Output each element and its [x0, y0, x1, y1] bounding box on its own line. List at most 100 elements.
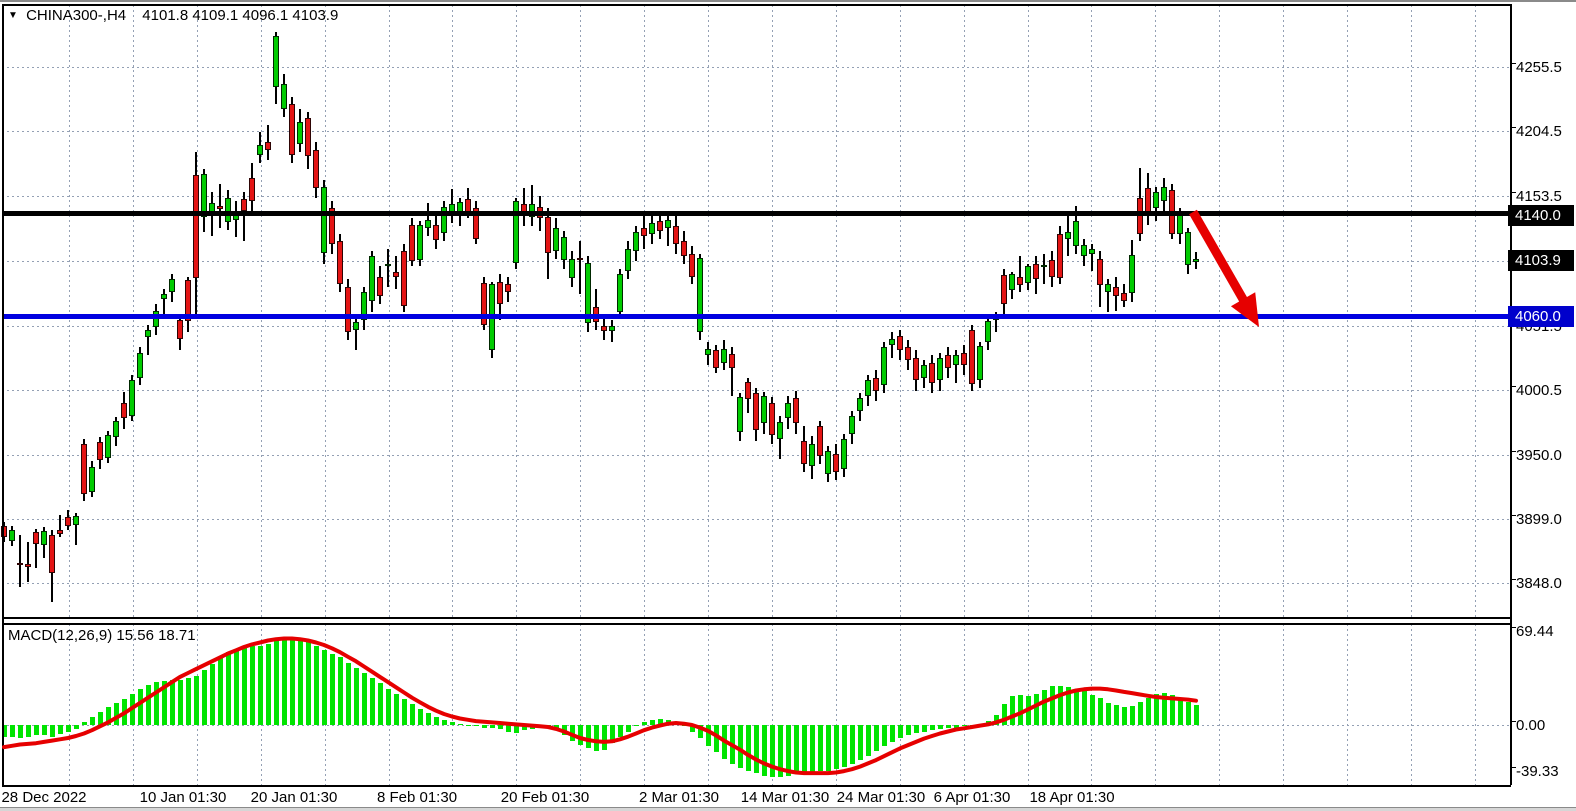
macd-histogram-bar: [1177, 697, 1183, 725]
vertical-gridline: [1027, 5, 1029, 617]
macd-histogram-bar: [441, 719, 447, 725]
candle-body-bear: [945, 355, 951, 368]
candle-wick: [1019, 256, 1021, 292]
macd-axis-tick: [1511, 626, 1516, 628]
vertical-gridline: [452, 5, 454, 617]
macd-histogram-bar: [625, 725, 631, 732]
candle-body-bull: [649, 223, 655, 234]
macd-histogram-bar: [769, 725, 775, 777]
vertical-gridline: [580, 624, 582, 785]
candle-body-bull: [569, 258, 575, 278]
macd-histogram-bar: [833, 725, 839, 770]
candle-body-bear: [1097, 258, 1103, 286]
macd-histogram-bar: [217, 657, 223, 725]
candle-body-bear: [681, 241, 687, 257]
candle-body-bull: [385, 263, 391, 267]
candle-body-bull: [281, 84, 287, 110]
vertical-gridline: [516, 5, 518, 617]
resistance-line-4140[interactable]: [2, 210, 1511, 216]
macd-histogram-bar: [665, 719, 671, 725]
candle-body-bull: [777, 422, 783, 439]
time-axis-label: 20 Feb 01:30: [500, 789, 590, 806]
candle-body-bear: [753, 393, 759, 430]
candle-body-bear: [897, 336, 903, 350]
panel-separator-top[interactable]: [2, 617, 1511, 619]
candle-body-bear: [873, 377, 879, 391]
candle-body-bear: [433, 224, 439, 240]
macd-histogram-bar: [313, 645, 319, 725]
candle-body-bear: [905, 347, 911, 361]
candle-wick: [579, 241, 581, 295]
macd-histogram-bar: [641, 722, 647, 725]
macd-histogram-bar: [529, 725, 535, 729]
candle-body-bear: [577, 257, 583, 261]
candle-body-bull: [145, 329, 151, 338]
macd-histogram-bar: [553, 725, 559, 731]
ohlc-readout: 4101.8 4109.1 4096.1 4103.9: [142, 7, 339, 24]
horizontal-gridline: [2, 196, 1511, 197]
macd-histogram-bar: [801, 725, 807, 774]
candle-wick: [243, 191, 245, 242]
time-axis-label: 20 Jan 01:30: [250, 789, 338, 806]
candle-body-bull: [737, 396, 743, 433]
macd-indicator-label: MACD(12,26,9) 15.56 18.71: [8, 627, 196, 644]
macd-histogram-bar: [497, 725, 503, 729]
price-axis[interactable]: 4255.54204.54153.54051.54000.53950.03899…: [1512, 4, 1576, 785]
candle-body-bear: [801, 441, 807, 464]
candle-body-bull: [921, 365, 927, 378]
macd-histogram-bar: [945, 725, 951, 728]
time-axis[interactable]: 28 Dec 2022 10 Jan 01:30 20 Jan 01:30 8 Feb…: [1, 786, 1511, 807]
macd-axis-tick: [1511, 720, 1516, 722]
time-axis-label: 8 Feb 01:30: [376, 789, 458, 806]
axis-separator-vertical[interactable]: [1510, 4, 1512, 785]
candle-body-bear: [497, 281, 503, 305]
candle-body-bear: [1017, 276, 1023, 286]
price-axis-label: 3899.0: [1516, 510, 1562, 528]
chart-top-border: [2, 4, 1511, 6]
window-top-edge: [0, 0, 1576, 2]
macd-histogram-bar: [425, 713, 431, 725]
macd-histogram-bar: [969, 725, 975, 727]
macd-histogram-bar: [401, 699, 407, 725]
candle-body-bull: [361, 291, 367, 320]
macd-histogram-bar: [489, 725, 495, 728]
candle-wick: [955, 350, 957, 383]
candle-body-bull: [617, 274, 623, 313]
macd-histogram-bar: [345, 662, 351, 725]
vertical-gridline: [1283, 624, 1285, 785]
macd-histogram-bar: [57, 725, 63, 735]
candle-body-bull: [857, 398, 863, 411]
candle-body-bear: [65, 517, 71, 526]
candle-body-bear: [241, 199, 247, 211]
macd-histogram-bar: [105, 706, 111, 725]
vertical-gridline: [1219, 5, 1221, 617]
candle-body-bull: [353, 322, 359, 330]
candle-body-bull: [865, 380, 871, 396]
macd-histogram-bar: [681, 725, 687, 727]
macd-histogram-bar: [473, 725, 479, 727]
macd-histogram-bar: [1057, 686, 1063, 725]
macd-histogram-bar: [721, 725, 727, 759]
candle-body-bull: [937, 357, 943, 381]
vertical-gridline: [1155, 5, 1157, 617]
candle-body-bull: [129, 380, 135, 416]
candle-wick: [387, 248, 389, 287]
candle-body-bear: [57, 529, 63, 534]
candle-body-bull: [1177, 214, 1183, 234]
macd-histogram-bar: [89, 717, 95, 725]
panel-separator-bottom[interactable]: [2, 623, 1511, 625]
macd-histogram-bar: [593, 725, 599, 751]
candle-body-bear: [345, 286, 351, 333]
support-line-4060[interactable]: [2, 313, 1511, 319]
price-chart-panel[interactable]: [2, 4, 1511, 617]
macd-histogram-bar: [329, 653, 335, 725]
candle-body-bull: [257, 144, 263, 155]
candle-body-bear: [25, 564, 31, 567]
macd-histogram-bar: [913, 725, 919, 733]
symbol-dropdown-icon[interactable]: ▼: [8, 10, 18, 21]
candle-wick: [147, 324, 149, 356]
candle-body-bear: [177, 319, 183, 339]
macd-histogram-bar: [113, 702, 119, 725]
macd-histogram-bar: [921, 725, 927, 732]
